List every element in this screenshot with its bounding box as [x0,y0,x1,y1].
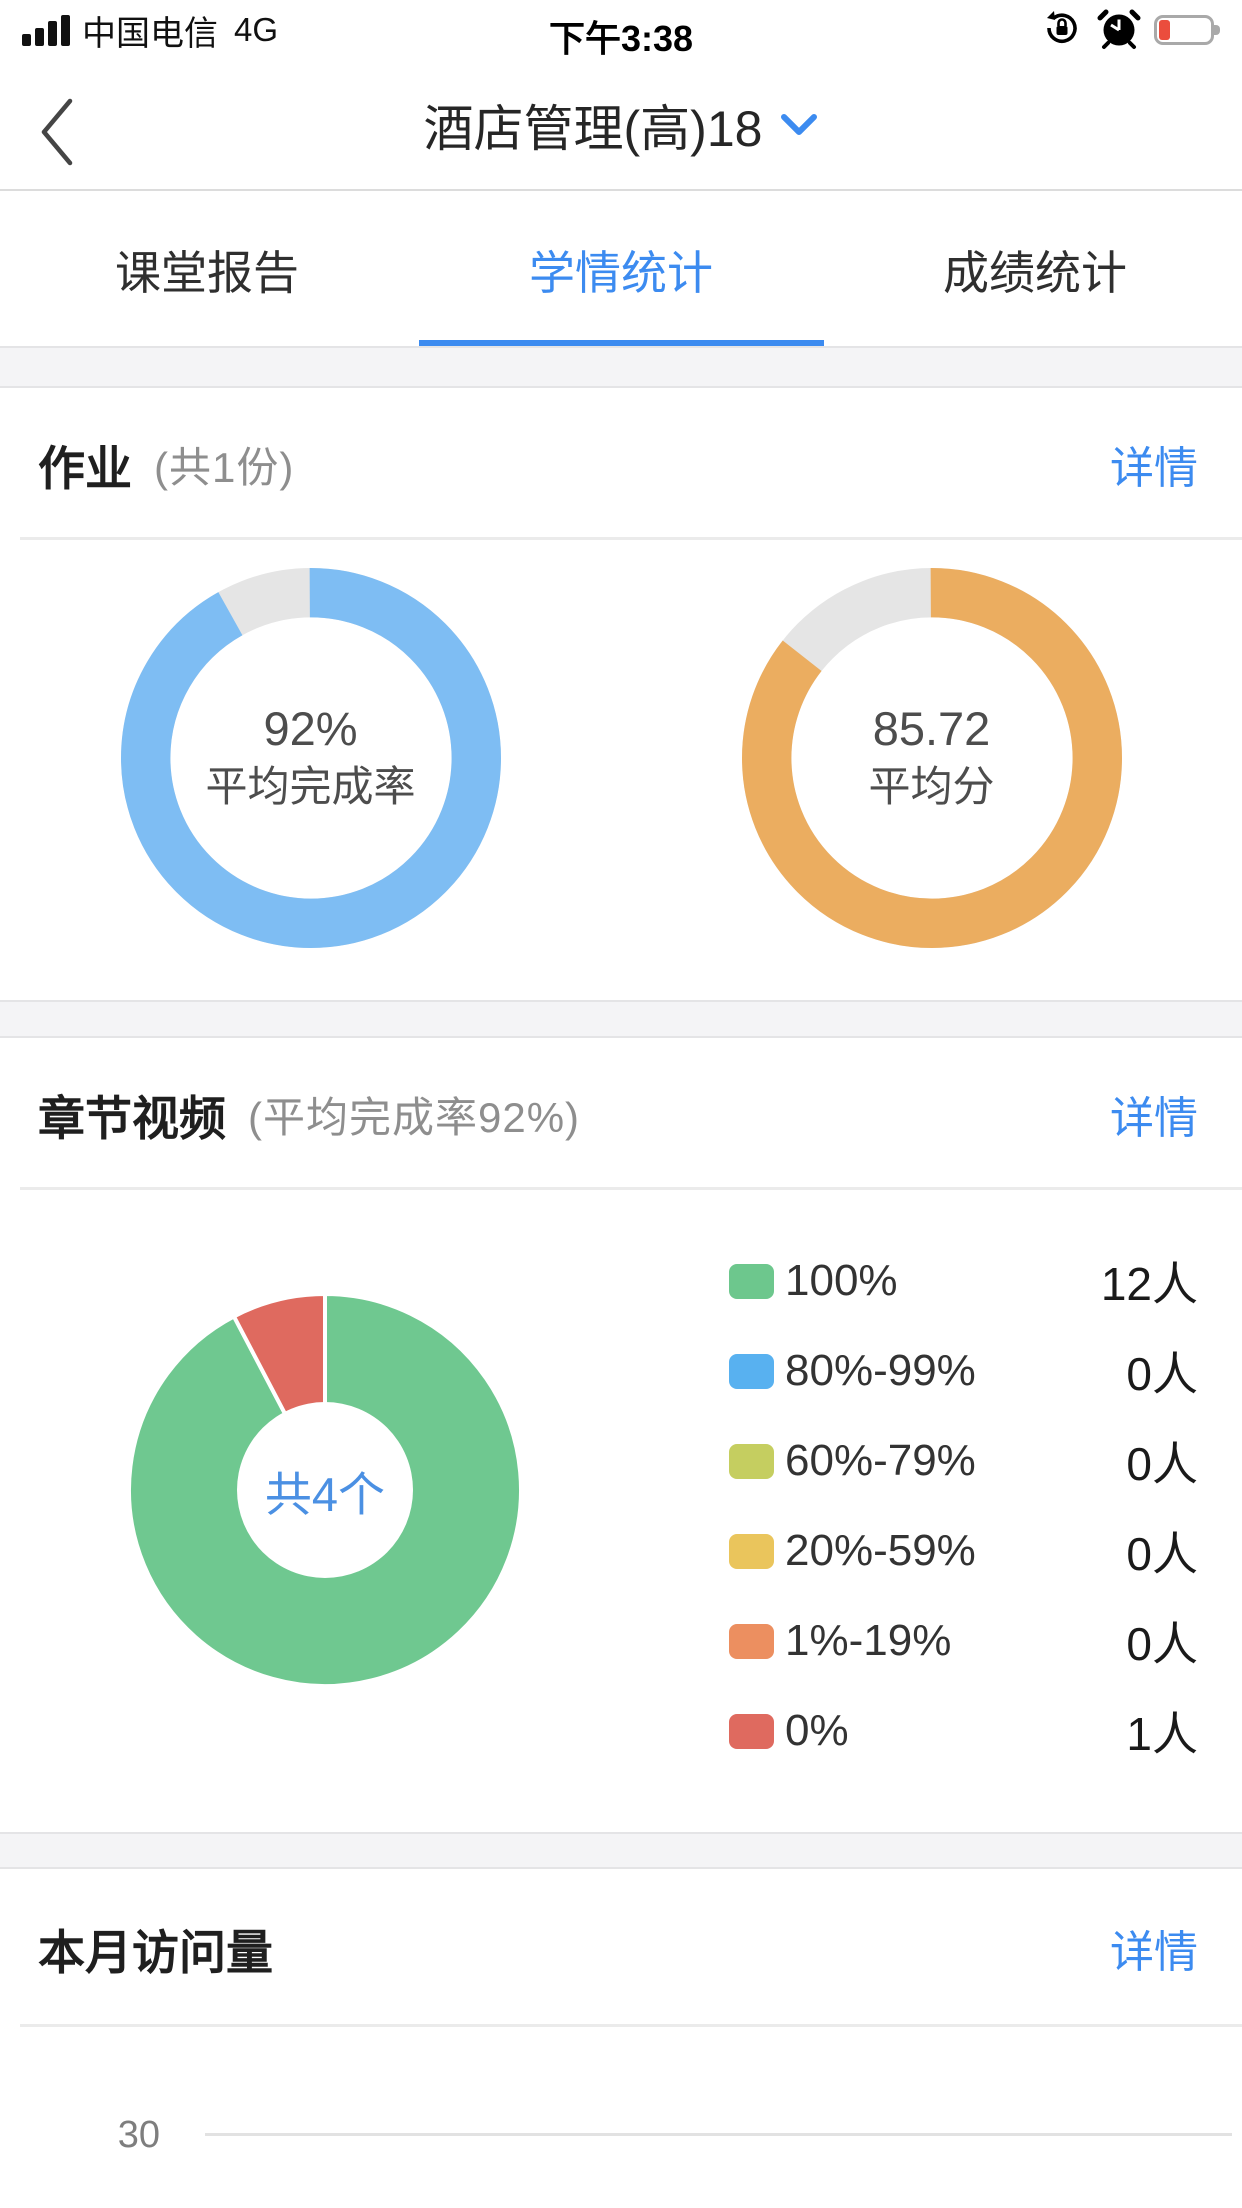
divider [20,2024,1242,2027]
gridline [205,2133,1232,2136]
visits-title: 本月访问量 [38,1925,273,1979]
homework-detail-link[interactable]: 详情 [1110,444,1198,493]
score-donut-chart: 85.72 平均分 [621,556,1242,948]
page-title: 酒店管理(高)18 [423,100,763,157]
y-axis-tick-30: 30 [117,2114,160,2156]
legend-swatch [729,1443,774,1479]
orientation-lock-icon [1040,6,1084,55]
tab-grade-stats[interactable]: 成绩统计 [943,246,1127,299]
homework-header: 作业 (共1份) 详情 [0,388,1242,540]
videos-title: 章节视频 [38,1091,226,1145]
completion-donut-chart: 92% 平均完成率 [0,556,621,948]
nav-bar: 酒店管理(高)18 [0,60,1242,191]
clock-time: 下午3:38 [548,18,694,59]
legend-swatch [729,1533,774,1569]
network-type-label: 4G [234,11,279,48]
legend-swatch [729,1713,774,1749]
visits-detail-link[interactable]: 详情 [1110,1928,1198,1977]
section-gap [0,1832,1242,1869]
videos-detail-link[interactable]: 详情 [1110,1094,1198,1143]
legend-swatch [729,1353,774,1389]
tab-learning-stats[interactable]: 学情统计 [529,246,713,299]
legend-row: 80%-99% 0人 [728,1326,1198,1416]
tab-bar: 课堂报告 学情统计 成绩统计 [0,193,1242,346]
videos-subtitle: (平均完成率92%) [248,1093,581,1141]
monthly-visits-section: 本月访问量 详情 30 [0,1869,1242,2208]
section-gap [0,1000,1242,1038]
battery-low-icon [1154,13,1226,47]
video-completion-pie-chart: 共4个 [125,1290,525,1690]
chevron-left-icon [41,98,73,166]
divider [20,1187,1242,1190]
completion-arc [120,568,501,948]
tab-class-report[interactable]: 课堂报告 [115,246,299,299]
legend-swatch [729,1263,774,1299]
status-bar: 中国电信 4G 下午3:38 [0,0,1242,60]
score-label: 平均分 [868,763,995,811]
completion-value: 92% [263,702,358,756]
back-button[interactable] [38,96,82,168]
legend-row: 0% 1人 [728,1686,1198,1776]
homework-charts: 92% 平均完成率 85.72 平均分 [0,556,1242,948]
homework-section: 作业 (共1份) 详情 92% 平均完成率 [0,388,1242,1000]
legend-row: 20%-59% 0人 [728,1506,1198,1596]
active-tab-underline [419,340,824,346]
homework-title: 作业 [38,441,132,495]
legend-row: 60%-79% 0人 [728,1416,1198,1506]
legend-row: 100% 12人 [728,1236,1198,1326]
legend-row: 1%-19% 0人 [728,1596,1198,1686]
completion-label: 平均完成率 [205,763,416,811]
pie-legend: 100% 12人 80%-99% 0人 60%-79% 0人 20%-59% 0… [728,1236,1198,1776]
visits-header: 本月访问量 详情 [0,1869,1242,2027]
alarm-clock-icon [1096,5,1142,56]
score-arc [741,568,1122,948]
course-title-dropdown[interactable]: 酒店管理(高)18 [0,60,1242,189]
chapter-videos-section: 章节视频 (平均完成率92%) 详情 共4个 100% 12人 80%-99% … [0,1038,1242,1832]
section-gap [0,346,1242,388]
homework-count: (共1份) [154,443,295,491]
pie-center-label: 共4个 [264,1467,386,1521]
divider [20,537,1242,540]
legend-swatch [729,1623,774,1659]
carrier-label: 中国电信 [82,14,218,53]
signal-bars-icon [22,14,70,46]
score-value: 85.72 [872,702,991,756]
videos-header: 章节视频 (平均完成率92%) 详情 [0,1038,1242,1190]
chevron-down-icon [781,113,818,135]
